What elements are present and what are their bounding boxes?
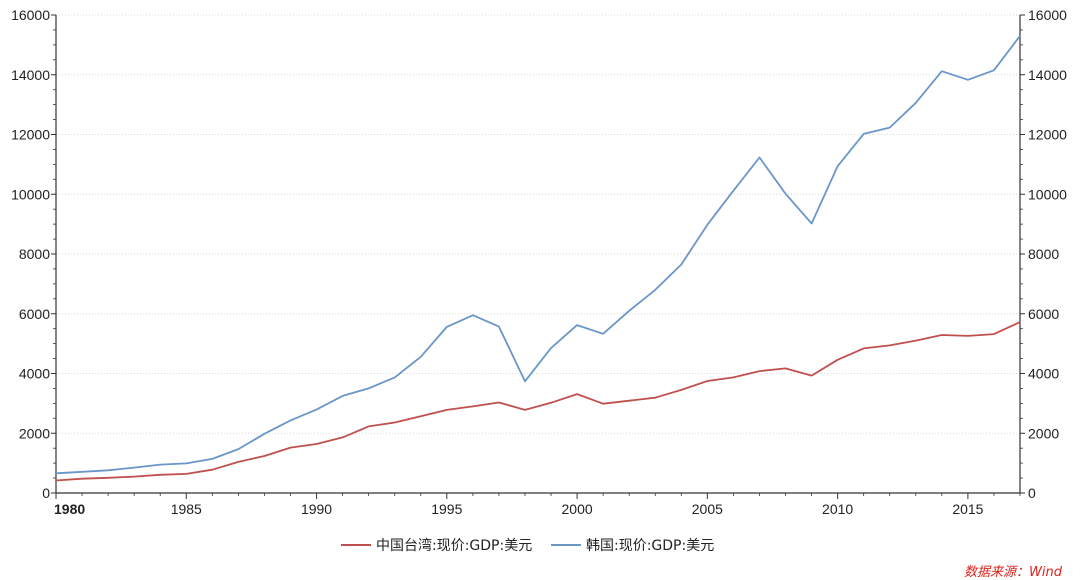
x-tick-label: 2010 — [822, 501, 853, 517]
legend-label-taiwan: 中国台湾:现价:GDP:美元 — [376, 537, 532, 554]
y-left-tick-label: 12000 — [11, 127, 50, 143]
legend-label-korea: 韩国:现价:GDP:美元 — [586, 538, 714, 554]
y-left-tick-label: 6000 — [19, 306, 50, 322]
x-tick-label: 2005 — [692, 501, 723, 517]
gridlines — [56, 14, 1020, 434]
y-left-tick-label: 2000 — [19, 425, 50, 441]
legend: 中国台湾:现价:GDP:美元 韩国:现价:GDP:美元 — [341, 537, 714, 554]
y-right-tick-label: 0 — [1028, 485, 1036, 501]
x-tick-label: 2000 — [562, 501, 593, 517]
x-tick-label: 1985 — [171, 501, 202, 517]
series-line-taiwan — [55, 321, 1021, 482]
y-right-tick-label: 4000 — [1028, 366, 1059, 382]
x-tick-label: 1995 — [431, 501, 462, 517]
source-note: 数据来源：Wind — [964, 565, 1062, 580]
x-tick-label: 1990 — [301, 501, 332, 517]
y-right-tick-label: 14000 — [1028, 67, 1067, 83]
axis-tick-labels: 0 0 2000 2000 4000 4000 6000 6000 8000 8000 10000 1… — [11, 7, 1067, 517]
y-right-tick-label: 6000 — [1028, 306, 1059, 322]
x-tick-label: 2015 — [952, 501, 983, 517]
x-tick-label: 1980 — [54, 501, 85, 517]
y-right-tick-label: 10000 — [1028, 186, 1067, 202]
y-left-tick-label: 10000 — [11, 186, 50, 202]
y-left-tick-label: 4000 — [19, 366, 50, 382]
y-right-tick-label: 2000 — [1028, 425, 1059, 441]
y-left-tick-label: 14000 — [11, 67, 50, 83]
y-right-tick-label: 12000 — [1028, 127, 1067, 143]
series-lines — [55, 35, 1021, 482]
y-left-tick-label: 16000 — [11, 7, 50, 23]
series-line-korea — [55, 35, 1021, 475]
y-left-tick-label: 0 — [42, 485, 50, 501]
y-right-tick-label: 16000 — [1028, 7, 1067, 23]
y-left-tick-label: 8000 — [19, 246, 50, 262]
axis-ticks — [51, 14, 1025, 499]
y-right-tick-label: 8000 — [1028, 246, 1059, 262]
